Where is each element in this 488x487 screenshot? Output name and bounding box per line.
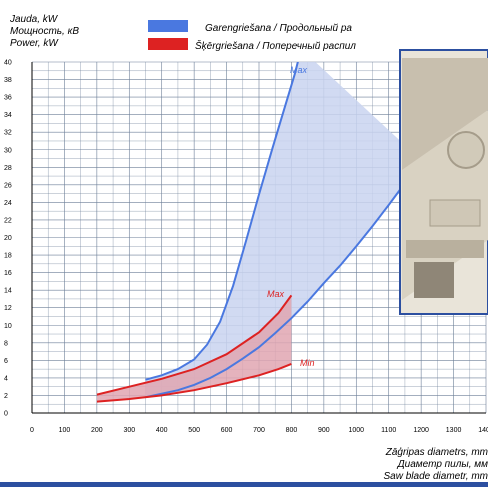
y-tick-label: 40 <box>4 60 12 67</box>
x-tick-label: 900 <box>318 427 330 434</box>
annotation-max-cross: Max <box>267 289 285 299</box>
x-tick-label: 0 <box>30 427 34 434</box>
y-tick-label: 38 <box>4 77 12 84</box>
x-tick-label: 800 <box>286 427 298 434</box>
x-tick-label: 100 <box>59 427 71 434</box>
y-tick-label: 26 <box>4 182 12 189</box>
x-tick-label: 400 <box>156 427 168 434</box>
x-tick-label: 700 <box>253 427 265 434</box>
y-tick-label: 24 <box>4 200 12 207</box>
x-tick-label: 1300 <box>446 427 462 434</box>
x-tick-label: 1000 <box>348 427 364 434</box>
y-tick-label: 18 <box>4 253 12 260</box>
y-tick-label: 10 <box>4 323 12 330</box>
xlabel-line-3: Saw blade diametr, mm <box>384 471 488 482</box>
ylabel-line-3: Power, kW <box>10 38 59 49</box>
y-tick-label: 0 <box>4 411 8 418</box>
y-tick-label: 22 <box>4 217 12 224</box>
x-tick-label: 300 <box>123 427 135 434</box>
legend-swatch-longitudinal <box>148 20 188 32</box>
x-tick-label: 200 <box>91 427 103 434</box>
y-tick-label: 28 <box>4 165 12 172</box>
x-tick-label: 600 <box>221 427 233 434</box>
y-tick-label: 16 <box>4 270 12 277</box>
y-tick-label: 20 <box>4 235 12 242</box>
y-tick-label: 8 <box>4 340 8 347</box>
y-tick-label: 34 <box>4 112 12 119</box>
saw-machine-photo <box>400 50 488 314</box>
legend-swatch-cross <box>148 38 188 50</box>
y-tick-label: 14 <box>4 288 12 295</box>
annotation-max-longitudinal: Max <box>290 65 308 75</box>
x-tick-label: 500 <box>188 427 200 434</box>
xlabel-line-1: Zāģripas diametrs, mm <box>385 445 488 458</box>
x-tick-label: 1200 <box>413 427 429 434</box>
legend: Garengriešana / Продольный ра Šķērgrieša… <box>148 20 356 52</box>
y-tick-label: 6 <box>4 358 8 365</box>
y-tick-label: 2 <box>4 393 8 400</box>
y-tick-label: 32 <box>4 130 12 137</box>
xlabel-line-2: Диаметр пилы, мм <box>397 459 488 470</box>
legend-label-longitudinal: Garengriešana / Продольный ра <box>205 23 352 34</box>
ylabel-line-1: Jauda, kW <box>9 14 59 25</box>
y-tick-label: 36 <box>4 95 12 102</box>
y-tick-label: 12 <box>4 305 12 312</box>
x-tick-label: 1100 <box>381 427 396 434</box>
ylabel-line-2: Мощность, кВ <box>10 26 79 37</box>
y-tick-label: 4 <box>4 375 8 382</box>
legend-label-cross: Šķērgriešana / Поперечный распил <box>195 39 356 52</box>
y-tick-label: 30 <box>4 147 12 154</box>
annotation-min-cross: Min <box>300 358 315 368</box>
